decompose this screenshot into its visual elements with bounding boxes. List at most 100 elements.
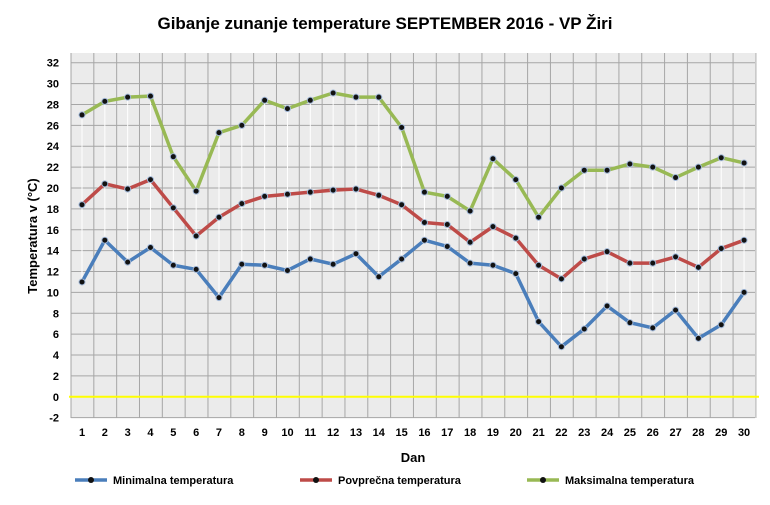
y-tick-label: 20 [47,183,59,195]
data-point [169,204,177,212]
data-point [146,244,154,252]
y-tick-label: 10 [47,287,59,299]
data-point [261,192,269,200]
series-line-2 [80,177,745,281]
data-point [78,278,86,286]
data-point [352,185,360,193]
x-tick-label: 14 [373,427,386,439]
data-point [466,207,474,215]
y-tick-label: 4 [53,350,60,362]
data-point [124,185,132,193]
x-tick-label: 18 [464,427,476,439]
data-point [238,260,246,268]
data-point [717,321,725,329]
y-tick-label: 22 [47,162,59,174]
x-tick-label: 7 [216,427,222,439]
data-point [101,236,109,244]
data-point [512,270,520,278]
data-point [101,97,109,105]
data-point [329,260,337,268]
data-point [603,166,611,174]
data-point [306,96,314,104]
data-point [443,192,451,200]
series-line-1 [80,238,746,349]
x-tick-label: 28 [692,427,704,439]
data-point [512,234,520,242]
data-point [375,191,383,199]
data-point [535,318,543,326]
data-point [146,176,154,184]
data-point [306,188,314,196]
x-tick-label: 12 [327,427,339,439]
data-point [694,334,702,342]
data-point [238,121,246,129]
data-point [261,96,269,104]
data-point [169,261,177,269]
data-point [626,160,634,168]
data-point [466,259,474,267]
data-point [398,201,406,209]
data-point [717,245,725,253]
legend-label: Maksimalna temperatura [565,475,695,487]
y-tick-label: 8 [53,308,59,320]
grid [69,53,759,419]
data-point [535,213,543,221]
data-point [192,187,200,195]
data-point [649,259,657,267]
data-point [694,263,702,271]
x-tick-label: 8 [239,427,245,439]
data-point [626,319,634,327]
data-point [489,261,497,269]
x-tick-label: 13 [350,427,362,439]
x-tick-label: 24 [601,427,614,439]
data-point [283,105,291,113]
y-axis-label: Temperatura v (°C) [25,178,40,293]
legend-marker [313,477,319,483]
y-tick-label: 32 [47,58,59,70]
data-point [352,250,360,258]
x-tick-label: 29 [715,427,727,439]
legend-marker [540,477,546,483]
chart-title: Gibanje zunanje temperature SEPTEMBER 20… [157,14,612,33]
x-tick-label: 27 [669,427,681,439]
series-lines [78,89,748,351]
data-point [489,223,497,231]
x-tick-label: 10 [281,427,293,439]
x-tick-label: 30 [738,427,750,439]
x-tick-label: 1 [79,427,85,439]
data-point [398,123,406,131]
x-tick-label: 16 [418,427,430,439]
y-tick-label: 16 [47,225,59,237]
data-point [580,166,588,174]
data-point [215,294,223,302]
data-point [672,174,680,182]
data-point [283,190,291,198]
y-tick-label: -2 [49,413,59,425]
data-point [124,93,132,101]
data-point [740,236,748,244]
data-point [215,213,223,221]
data-point [398,255,406,263]
x-tick-label: 22 [555,427,567,439]
data-point [535,261,543,269]
data-point [466,238,474,246]
data-point [672,253,680,261]
data-point [649,163,657,171]
data-point [352,93,360,101]
data-point [580,255,588,263]
data-point [740,288,748,296]
data-point [694,163,702,171]
drop-lines [81,92,745,347]
data-point [78,111,86,119]
data-point [124,258,132,266]
x-axis-label: Dan [401,450,426,465]
data-point [78,201,86,209]
x-tick-label: 9 [262,427,268,439]
data-point [420,236,428,244]
series-line-3 [81,91,745,219]
data-point [306,255,314,263]
data-point [329,89,337,97]
x-tick-label: 17 [441,427,453,439]
data-point [261,261,269,269]
